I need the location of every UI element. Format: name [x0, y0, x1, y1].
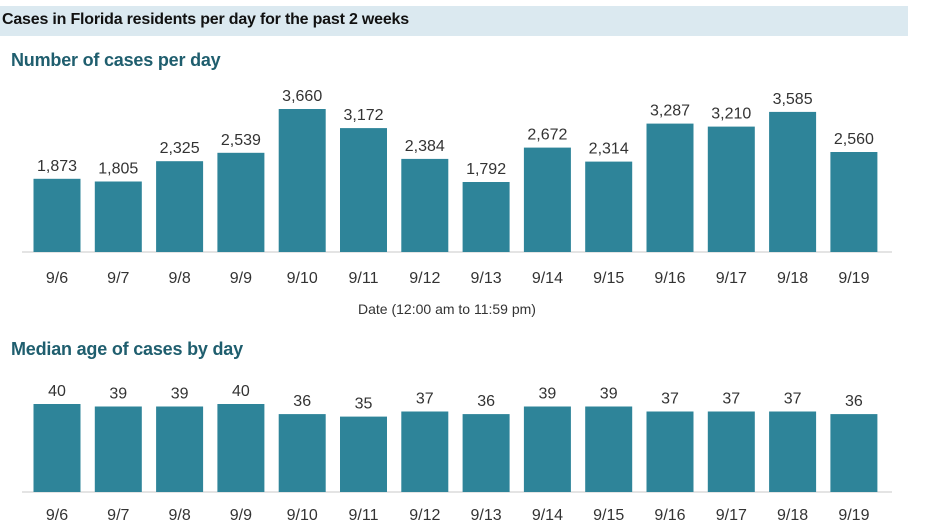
- bar-9-10: [278, 109, 326, 252]
- bar-9-17: [707, 126, 755, 252]
- x-tick-label: 9/6: [46, 507, 68, 524]
- bar-9-18: [769, 111, 817, 253]
- x-tick-label: 9/13: [471, 507, 502, 524]
- x-tick-label: 9/18: [777, 270, 808, 287]
- data-label: 37: [661, 391, 679, 408]
- x-tick-label: 9/16: [654, 507, 685, 524]
- page-title: Cases in Florida residents per day for t…: [2, 11, 409, 28]
- bar-9-9: [217, 404, 265, 492]
- bar-9-14: [523, 147, 571, 252]
- data-label: 39: [109, 386, 127, 403]
- bar-9-16: [646, 411, 694, 492]
- data-label: 35: [355, 396, 373, 413]
- bar-9-6: [33, 178, 81, 252]
- data-label: 36: [293, 393, 311, 410]
- bar-9-17: [707, 411, 755, 492]
- bar-9-9: [217, 152, 265, 252]
- data-label: 39: [539, 386, 557, 403]
- bar-9-11: [340, 128, 387, 252]
- bar-9-8: [156, 406, 204, 492]
- x-tick-label: 9/13: [471, 270, 502, 287]
- data-label: 2,325: [160, 140, 200, 157]
- x-tick-label: 9/9: [230, 507, 252, 524]
- x-tick-label: 9/10: [287, 270, 318, 287]
- data-label: 37: [784, 391, 802, 408]
- data-label: 40: [232, 383, 250, 400]
- bar-9-19: [830, 152, 878, 252]
- data-label: 37: [416, 391, 434, 408]
- x-tick-label: 9/7: [107, 270, 129, 287]
- bar-9-12: [401, 158, 449, 252]
- bar-9-13: [462, 414, 510, 492]
- bar-9-14: [523, 406, 571, 492]
- median-age-chart: 40 9/6 39 9/7 39 9/8 40 9/9 36 9/10 35 9/11 37 9/12 36…: [22, 383, 892, 524]
- data-label: 3,287: [650, 103, 690, 120]
- x-tick-label: 9/17: [716, 270, 747, 287]
- data-label: 2,314: [589, 141, 629, 158]
- bar-9-15: [585, 406, 633, 492]
- bar-9-19: [830, 414, 878, 492]
- x-tick-label: 9/16: [654, 270, 685, 287]
- x-tick-label: 9/15: [593, 270, 624, 287]
- bar-9-6: [33, 404, 81, 492]
- x-tick-label: 9/18: [777, 507, 808, 524]
- data-label: 2,672: [527, 127, 567, 144]
- x-tick-label: 9/12: [409, 270, 440, 287]
- bar-9-7: [94, 181, 142, 252]
- data-label: 37: [722, 391, 740, 408]
- x-tick-label: 9/14: [532, 270, 563, 287]
- x-tick-label: 9/19: [838, 270, 869, 287]
- bar-9-12: [401, 411, 449, 492]
- data-label: 3,585: [773, 91, 813, 108]
- cases-per-day-chart: 1,873 9/6 1,805 9/7 2,325 9/8 2,539 9/9 3,660 9/1…: [22, 88, 892, 317]
- bar-9-16: [646, 123, 694, 252]
- bar-9-10: [278, 414, 326, 492]
- x-tick-label: 9/9: [230, 270, 252, 287]
- data-label: 2,539: [221, 132, 261, 149]
- title-banner: [0, 6, 908, 36]
- data-label: 1,873: [37, 158, 77, 175]
- x-tick-label: 9/19: [838, 507, 869, 524]
- x-tick-label: 9/8: [168, 507, 190, 524]
- data-label: 2,384: [405, 138, 445, 155]
- x-tick-label: 9/6: [46, 270, 68, 287]
- bar-9-7: [94, 406, 142, 492]
- x-tick-label: 9/15: [593, 507, 624, 524]
- x-tick-label: 9/10: [287, 507, 318, 524]
- x-tick-label: 9/14: [532, 507, 563, 524]
- x-tick-label: 9/8: [168, 270, 190, 287]
- bar-9-15: [585, 161, 633, 252]
- data-label: 1,805: [98, 161, 138, 178]
- data-label: 40: [48, 383, 66, 400]
- x-tick-label: 9/11: [349, 507, 379, 524]
- data-label: 39: [600, 386, 618, 403]
- x-axis-title: Date (12:00 am to 11:59 pm): [358, 301, 536, 317]
- age-chart-title: Median age of cases by day: [11, 339, 243, 359]
- data-label: 2,560: [834, 131, 874, 148]
- bar-9-13: [462, 182, 510, 252]
- data-label: 1,792: [466, 161, 506, 178]
- x-tick-label: 9/7: [107, 507, 129, 524]
- data-label: 36: [477, 393, 495, 410]
- x-tick-label: 9/12: [409, 507, 440, 524]
- cases-chart-title: Number of cases per day: [11, 50, 221, 70]
- data-label: 3,660: [282, 88, 322, 105]
- x-tick-label: 9/17: [716, 507, 747, 524]
- x-tick-label: 9/11: [349, 270, 379, 287]
- bar-9-11: [340, 416, 387, 492]
- bar-9-18: [769, 411, 817, 492]
- data-label: 3,210: [711, 106, 751, 123]
- data-label: 36: [845, 393, 863, 410]
- bar-9-8: [156, 161, 204, 252]
- data-label: 39: [171, 386, 189, 403]
- data-label: 3,172: [343, 107, 383, 124]
